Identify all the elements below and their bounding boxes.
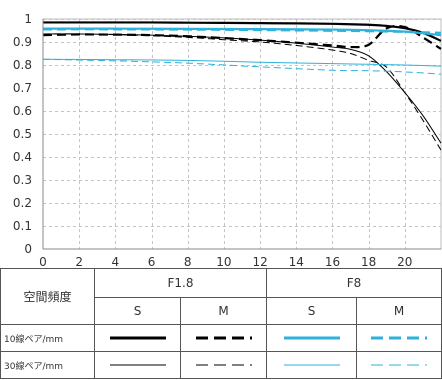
y-tick-label: 0.3 — [13, 173, 32, 187]
legend-sample-f8-10lp-s — [266, 324, 357, 352]
y-tick-label: 0.7 — [13, 81, 32, 95]
legend-table-grid: 空間頻度 F1.8 F8 S M S M 10線ペア/mm — [0, 268, 442, 379]
legend-sample-f8-30lp-m — [355, 351, 442, 379]
f8-sagittal-header: S — [266, 297, 357, 325]
x-tick-label: 6 — [148, 255, 156, 269]
grid-layer — [42, 18, 442, 250]
f8-meridional-header: M — [355, 297, 442, 325]
x-tick-label: 12 — [252, 255, 267, 269]
x-tick-label: 14 — [289, 255, 304, 269]
f18-sagittal-header: S — [94, 297, 181, 325]
x-tick-label: 0 — [39, 255, 47, 269]
y-tick-label: 0.8 — [13, 58, 32, 72]
x-tick-label: 2 — [75, 255, 83, 269]
f18-meridional-header: M — [180, 297, 267, 325]
row-label-30lp: 30線ペア/mm — [0, 351, 95, 379]
x-tick-label: 18 — [361, 255, 376, 269]
axis-layer: 0 2 4 6 8 10 12 14 16 18 20 0 0.1 0.2 0.3 0.4 0.5 0.6 0.7 0… — [13, 12, 441, 269]
y-tick-label: 0 — [24, 242, 32, 256]
y-tick-label: 0.2 — [13, 196, 32, 210]
y-tick-label: 0.1 — [13, 219, 32, 233]
legend-table: 空間頻度 F1.8 F8 S M S M 10線ペア/mm — [0, 268, 442, 380]
series-line-6 — [42, 28, 442, 34]
legend-sample-f18-30lp-s — [94, 351, 181, 379]
series-line-1 — [43, 21, 442, 42]
mtf-chart-svg: 0 2 4 6 8 10 12 14 16 18 20 0 0.1 0.2 0.3 0.4 0.5 0.6 0.7 0… — [13, 12, 442, 269]
series-layer — [42, 21, 442, 151]
y-tick-label: 0.5 — [13, 127, 32, 141]
row-label-10lp: 10線ペア/mm — [0, 324, 95, 352]
legend-sample-f18-30lp-m — [180, 351, 267, 379]
y-tick-label: 0.6 — [13, 104, 32, 118]
series-line-8 — [42, 58, 442, 75]
legend-sample-f8-30lp-s — [266, 351, 357, 379]
y-tick-label: 0.9 — [13, 35, 32, 49]
y-tick-label: 0.4 — [13, 150, 32, 164]
series-line-4 — [42, 33, 442, 151]
legend-sample-f18-10lp-s — [94, 324, 181, 352]
aperture-f18-header: F1.8 — [94, 268, 267, 298]
x-tick-label: 20 — [397, 255, 412, 269]
aperture-f8-header: F8 — [265, 268, 442, 298]
legend-sample-f18-10lp-m — [180, 324, 267, 352]
x-tick-label: 4 — [112, 255, 120, 269]
x-tick-label: 16 — [325, 255, 340, 269]
spatial-frequency-header: 空間頻度 — [0, 268, 95, 325]
x-tick-label: 10 — [216, 255, 231, 269]
x-tick-label: 8 — [184, 255, 192, 269]
y-tick-label: 1 — [24, 12, 32, 26]
mtf-chart: 0 2 4 6 8 10 12 14 16 18 20 0 0.1 0.2 0.3 0.4 0.5 0.6 0.7 0… — [13, 12, 442, 269]
series-line-7 — [42, 58, 442, 67]
legend-sample-f8-10lp-m — [355, 324, 442, 352]
